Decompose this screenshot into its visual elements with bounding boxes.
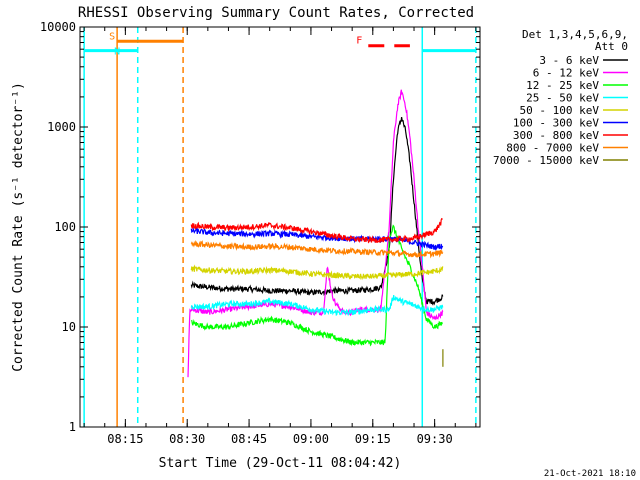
legend-entry-label-8: 7000 - 15000 keV — [493, 154, 599, 167]
x-axis-label: Start Time (29-Oct-11 08:04:42) — [159, 456, 402, 471]
y-tick-label-1: 10 — [62, 320, 76, 334]
legend-entry-label-2: 12 - 25 keV — [526, 79, 599, 92]
legend-header-1: Att 0 — [595, 40, 628, 53]
legend-entry-label-1: 6 - 12 keV — [533, 67, 600, 80]
annotation-label-0: S — [109, 31, 115, 42]
legend-entry-label-4: 50 - 100 keV — [520, 104, 600, 117]
legend-header-0: Det 1,3,4,5,6,9, — [522, 28, 628, 41]
y-tick-label-3: 1000 — [47, 120, 76, 134]
x-tick-label-0: 08:15 — [107, 432, 143, 446]
series-line-7 — [190, 239, 444, 259]
y-tick-label-4: 10000 — [40, 20, 76, 34]
legend-entry-label-7: 800 - 7000 keV — [506, 142, 599, 155]
legend-entry-label-0: 3 - 6 keV — [539, 54, 599, 67]
x-tick-label-1: 08:30 — [169, 432, 205, 446]
x-tick-label-4: 09:15 — [355, 432, 391, 446]
annotation-label-2: F — [356, 36, 362, 47]
plot-frame — [79, 26, 481, 428]
series-line-4 — [190, 264, 444, 281]
y-tick-label-2: 100 — [54, 220, 76, 234]
series-line-3 — [190, 295, 444, 317]
series-line-0 — [190, 116, 444, 306]
x-tick-label-3: 09:00 — [293, 432, 329, 446]
series-line-6 — [190, 217, 443, 244]
legend-entry-label-5: 100 - 300 keV — [513, 117, 599, 130]
x-tick-label-5: 09:30 — [417, 432, 453, 446]
y-tick-label-0: 1 — [69, 420, 76, 434]
legend-entry-label-6: 300 - 800 keV — [513, 129, 599, 142]
footer-date: 21-Oct-2021 18:10 — [544, 469, 636, 479]
chart-title: RHESSI Observing Summary Count Rates, Co… — [78, 5, 474, 21]
annotation-label-1: N — [114, 47, 120, 58]
y-axis-label: Corrected Count Rate (s⁻¹ detector⁻¹) — [11, 82, 26, 372]
legend-entry-label-3: 25 - 50 keV — [526, 92, 599, 105]
series-line-2 — [190, 224, 443, 347]
x-tick-label-2: 08:45 — [231, 432, 267, 446]
series-line-1 — [187, 89, 444, 378]
